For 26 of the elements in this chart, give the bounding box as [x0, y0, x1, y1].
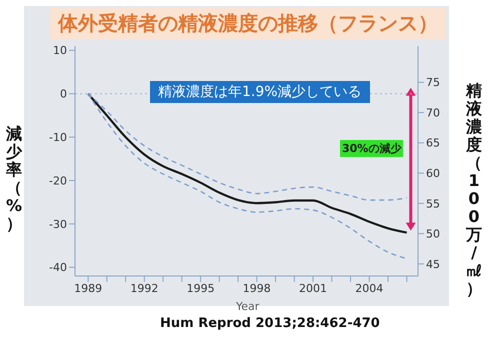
text: Hum Reprod 2013;28:462-470 — [160, 316, 380, 331]
y2-tick-label: 45 — [426, 258, 440, 271]
y2-tick-label: 55 — [426, 197, 440, 210]
y2-tick-label: 60 — [426, 167, 440, 180]
y-tick-label: -20 — [49, 174, 67, 188]
annotation: 30%の減少 — [340, 140, 404, 157]
y-tick-label: -40 — [49, 261, 67, 274]
x-tick-label: 1989 — [74, 282, 102, 295]
y-tick-label: -30 — [49, 218, 67, 231]
x-tick-label: 1992 — [130, 282, 158, 295]
x-tick-label: 1998 — [242, 282, 271, 295]
y2-tick-label: 65 — [426, 136, 440, 150]
y-tick-label: -10 — [49, 131, 67, 144]
y2-tick-label: 50 — [426, 228, 440, 241]
x-tick-label: 2001 — [299, 282, 328, 295]
y-tick-label: 10 — [53, 44, 67, 58]
y2-tick-label: 70 — [426, 106, 440, 120]
text: 精液濃度（100万/㎖） — [466, 81, 482, 298]
y-axis-title: 減少率（%） — [4, 124, 24, 233]
chart-title: 体外受精者の精液濃度の推移（フランス） — [50, 8, 446, 39]
y-tick-label: 0 — [60, 88, 67, 101]
annotation: 精液濃度は年1.9%減少している — [150, 81, 370, 103]
x-tick-label: 2004 — [355, 282, 384, 295]
y2-tick-label: 75 — [426, 76, 440, 90]
x-axis-title: Year — [236, 300, 260, 313]
x-tick-label: 1995 — [186, 282, 215, 295]
